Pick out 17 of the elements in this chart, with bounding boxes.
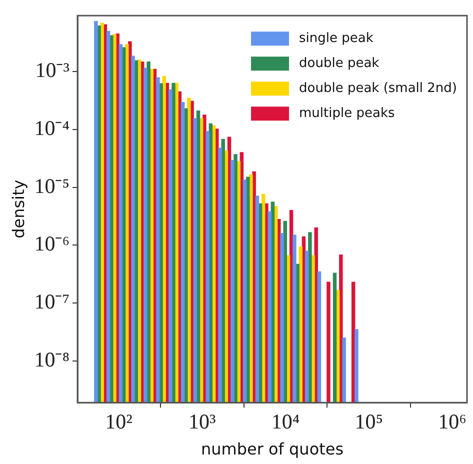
x-tick-label: 10² — [105, 410, 132, 434]
y-tick-label: 10⁻³ — [35, 58, 70, 82]
x-tick-label: 10³ — [188, 410, 216, 434]
legend-label: double peak (small 2nd) — [299, 80, 458, 96]
y-tick-label: 10⁻⁴ — [34, 116, 70, 140]
x-tick-label: 10⁴ — [271, 410, 300, 434]
x-axis-title: number of quotes — [200, 440, 344, 459]
legend-label: multiple peaks — [299, 106, 395, 121]
legend-label: single peak — [299, 30, 374, 46]
y-tick-label: 10⁻⁷ — [34, 290, 70, 314]
x-tick-label: 10⁶ — [438, 410, 466, 434]
y-axis-title: density — [8, 180, 28, 238]
x-tick-label: 10⁵ — [354, 410, 384, 434]
y-tick-label: 10⁻⁸ — [34, 347, 70, 372]
y-tick-label: 10⁻⁵ — [34, 174, 70, 198]
y-tick-label: 10⁻⁶ — [34, 232, 70, 256]
legend-label: double peak — [299, 56, 380, 71]
